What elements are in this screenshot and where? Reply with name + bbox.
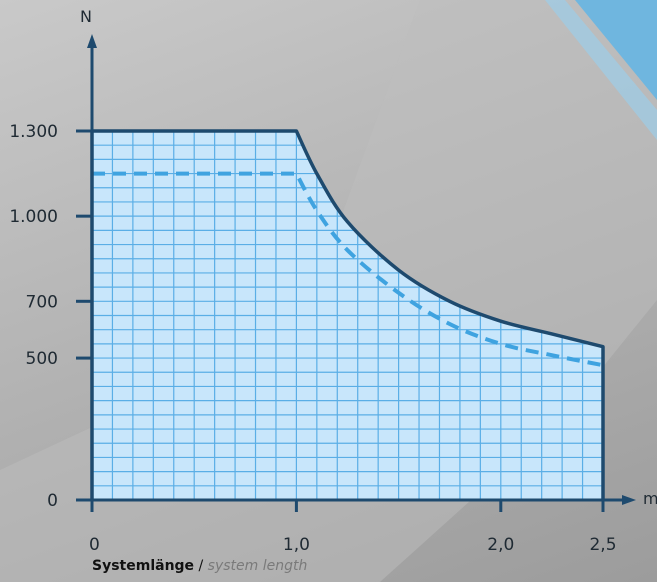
x-tick-label: 2,0: [487, 535, 514, 555]
caption-separator: /: [194, 558, 208, 574]
y-axis-arrow: [87, 34, 97, 48]
x-axis-caption: Systemlänge / system length: [92, 558, 307, 574]
x-tick-label: 1,0: [283, 535, 310, 555]
y-tick-label: 1.000: [9, 207, 58, 227]
x-axis-arrow: [622, 495, 636, 505]
y-tick-label: 500: [26, 349, 58, 369]
y-tick-label: 0: [47, 491, 58, 511]
caption-german: Systemlänge: [92, 558, 195, 574]
y-tick-label: 700: [26, 292, 58, 312]
x-tick-label: 0: [89, 535, 100, 555]
y-tick-label: 1.300: [9, 122, 58, 142]
caption-english: system length: [207, 558, 308, 574]
axis-ticks: 0 500 700 1.000 1.300 0 1,0 2,0 2,5: [9, 122, 616, 555]
dashed-curve: [92, 171, 604, 368]
y-axis-unit: N: [80, 7, 92, 26]
x-tick-label: 2,5: [589, 535, 616, 555]
solid-curve: [90, 129, 605, 500]
x-axis-unit: m: [643, 489, 657, 508]
